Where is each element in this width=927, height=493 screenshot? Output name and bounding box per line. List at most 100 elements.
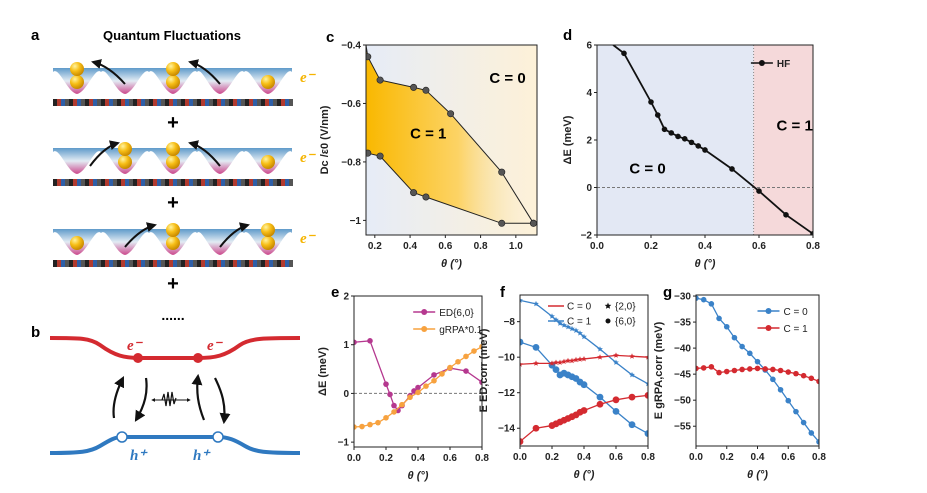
electron-sphere (166, 223, 180, 237)
data-point (644, 430, 648, 437)
substrate-atom (193, 179, 197, 186)
substrate-atom (97, 179, 101, 186)
substrate-atom (57, 179, 61, 186)
substrate-atom (109, 260, 113, 267)
substrate-atom (53, 99, 57, 106)
substrate-atom (177, 179, 181, 186)
substrate-atom (289, 179, 293, 186)
data-point (479, 343, 482, 350)
data-point (696, 295, 699, 301)
data-point (520, 438, 524, 445)
data-point (447, 364, 453, 371)
substrate-atom (249, 179, 253, 186)
data-point (431, 377, 437, 384)
data-point (777, 367, 784, 374)
y-tick-label: −12 (498, 388, 515, 399)
data-point (391, 409, 397, 415)
data-point (716, 315, 722, 322)
substrate-atom (269, 99, 273, 106)
boundary-point (498, 168, 506, 176)
chart-g: g 0.0 0.2 0.4 0.6 0.8 −30 −35 −40 −45 −50 −55 θ (°) E… (653, 284, 826, 481)
electron-sphere (261, 223, 275, 237)
hole-label: h⁺ (130, 448, 148, 464)
substrate-atom (197, 99, 201, 106)
y-tick-label: 2 (343, 292, 349, 303)
electron-label: e⁻ (300, 70, 317, 86)
data-point (439, 371, 445, 377)
legend: HF (750, 59, 790, 70)
y-axis-label: E ED,corr (meV) (478, 328, 490, 412)
substrate-atom (57, 99, 61, 106)
data-point-star (597, 346, 603, 352)
y-tick-label: 2 (586, 136, 592, 147)
panel-label-c: c (326, 29, 334, 46)
data-point-star (613, 359, 619, 365)
substrate-atom (197, 179, 201, 186)
substrate-atom (257, 260, 261, 267)
substrate-atom (93, 179, 97, 186)
panel-label-a: a (31, 27, 40, 44)
data-point (702, 147, 708, 153)
legend-label: gRPA*0.1 (439, 325, 483, 336)
data-point (644, 391, 648, 399)
data-point (731, 367, 738, 374)
legend-item: {2,0} (604, 302, 636, 313)
data-point (700, 296, 707, 303)
boundary-point (498, 219, 506, 227)
substrate-atom (145, 99, 149, 106)
c1-region (366, 45, 534, 224)
legend-marker (765, 325, 772, 331)
data-point (731, 334, 738, 341)
phase-label-c0: C = 0 (629, 160, 665, 177)
substrate-atom (245, 99, 249, 106)
boundary-point (529, 219, 537, 227)
data-point-star (577, 356, 583, 362)
substrate-atom (245, 260, 249, 267)
c1-region (753, 45, 813, 235)
data-point (816, 378, 819, 385)
substrate-atom (129, 99, 133, 106)
substrate-atom (61, 99, 65, 106)
legend-label: ED{6,0} (439, 308, 474, 319)
substrate-atom (233, 179, 237, 186)
upper-phase-boundary (366, 45, 534, 224)
legend: ED{6,0} gRPA*0.1 (413, 308, 483, 336)
substrate-atom (81, 179, 85, 186)
legend-item: ED{6,0} (413, 308, 474, 319)
substrate-atom (121, 179, 125, 186)
substrate-atom (265, 99, 269, 106)
substrate-atom (277, 99, 281, 106)
y-tick-label: −0.4 (341, 41, 361, 52)
substrate-atom (201, 260, 205, 267)
x-tick-label: 0.0 (689, 452, 703, 463)
data-point (463, 353, 469, 360)
hole-dot (116, 431, 128, 443)
substrate-atom (241, 260, 245, 267)
boundary-point (376, 152, 384, 160)
data-point (800, 372, 807, 379)
data-point (552, 366, 560, 374)
y-tick-label: 1 (343, 340, 349, 351)
electron-sphere (166, 155, 180, 169)
substrate-atom (73, 99, 77, 106)
data-point (383, 414, 389, 421)
data-point (532, 424, 540, 432)
substrate-atom (73, 179, 77, 186)
data-point (628, 393, 636, 401)
chart-c: c C = 0 C = 1 0.2 0.4 0.6 0.8 1.0 −0.4 −0.6 −0.8 −1… (319, 29, 538, 270)
substrate-atom (209, 99, 213, 106)
x-tick-label: 0.4 (698, 241, 712, 252)
electron-sphere (166, 75, 180, 89)
data-point (777, 386, 784, 393)
plus-sign: + (167, 192, 179, 214)
x-tick-label: 0.4 (403, 241, 417, 252)
substrate-atom (177, 260, 181, 267)
legend-item: gRPA*0.1 (413, 325, 483, 336)
data-point-star (581, 356, 587, 362)
substrate-atom (121, 260, 125, 267)
legend-label: C = 1 (567, 317, 592, 328)
hopping-arrow (89, 140, 120, 167)
data-point (808, 375, 815, 382)
data-point (387, 391, 393, 398)
y-tick-label: −55 (674, 422, 691, 433)
